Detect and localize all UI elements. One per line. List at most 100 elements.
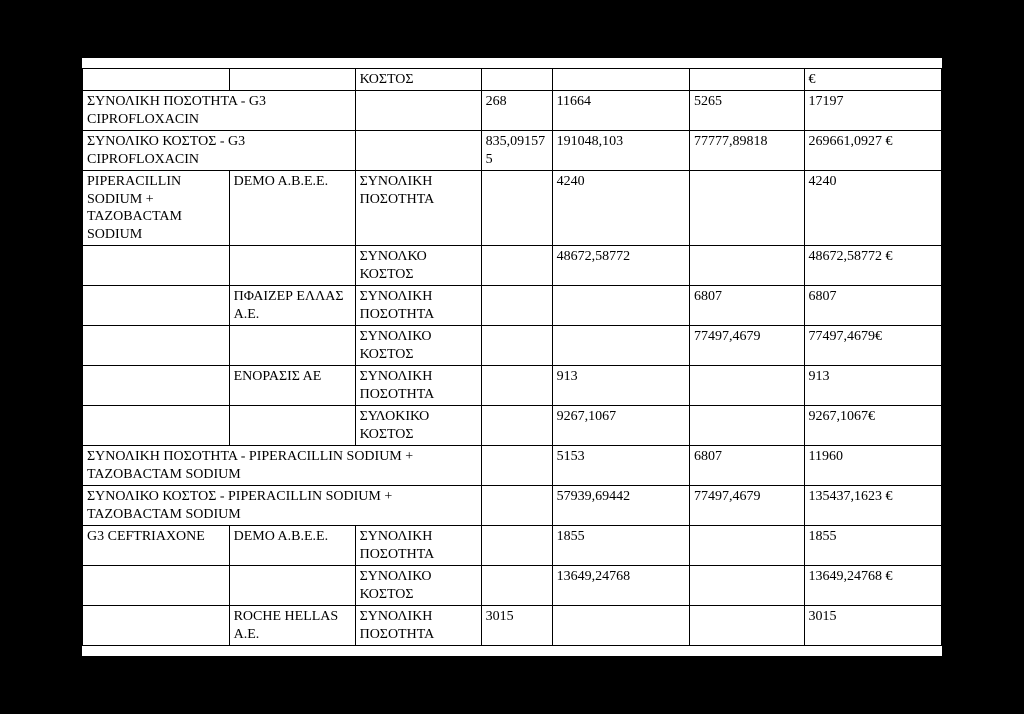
cell: ΣΥΝΟΛΙΚΗ ΠΟΣΟΤΗΤΑ xyxy=(355,606,481,646)
table-row: ΣΥΝΟΛΙΚΟ ΚΟΣΤΟΣ77497,467977497,4679€ xyxy=(83,326,942,366)
cell xyxy=(552,68,689,91)
cell: 48672,58772 xyxy=(552,246,689,286)
cell: 11664 xyxy=(552,91,689,131)
cell xyxy=(690,68,805,91)
cell: 835,091575 xyxy=(481,131,552,171)
cell: ΣΥΝΟΛΙΚΟ ΚΟΣΤΟΣ xyxy=(355,566,481,606)
cell: 48672,58772 € xyxy=(804,246,941,286)
cell xyxy=(83,406,230,446)
cell xyxy=(690,171,805,246)
cell xyxy=(481,446,552,486)
table-row: PIPERACILLIN SODIUM + TAZOBACTAM SODIUMD… xyxy=(83,171,942,246)
cell xyxy=(690,566,805,606)
cell: 1855 xyxy=(804,526,941,566)
table-row: ΣΥΝΟΛΚΟ ΚΟΣΤΟΣ 48672,58772 48672,58772 € xyxy=(83,246,942,286)
cell: ΣΥΝΟΛΙΚΟ ΚΟΣΤΟΣ xyxy=(355,326,481,366)
cell-merged: ΣΥΝΟΛΙΚΗ ΠΟΣΟΤΗΤΑ - PIPERACILLIN SODIUM … xyxy=(83,446,482,486)
table-row: ΣΥΝΟΛΙΚΗ ΠΟΣΟΤΗΤΑ - PIPERACILLIN SODIUM … xyxy=(83,446,942,486)
cell xyxy=(229,566,355,606)
cell: 77497,4679€ xyxy=(804,326,941,366)
cell-merged: ΣΥΝΟΛΙΚΟ ΚΟΣΤΟΣ - PIPERACILLIN SODIUM + … xyxy=(83,486,482,526)
cell xyxy=(690,246,805,286)
cell xyxy=(83,366,230,406)
cell: € xyxy=(804,68,941,91)
cell xyxy=(481,526,552,566)
cell: 17197 xyxy=(804,91,941,131)
cell xyxy=(552,286,689,326)
cell xyxy=(83,566,230,606)
cell: 9267,1067 xyxy=(552,406,689,446)
cell xyxy=(481,68,552,91)
cell xyxy=(552,326,689,366)
cell xyxy=(355,131,481,171)
cell xyxy=(481,566,552,606)
cell: 77497,4679 xyxy=(690,486,805,526)
cell: ΣΥΝΟΛΙΚΗ ΠΟΣΟΤΗΤΑ xyxy=(355,286,481,326)
cell: DEMO A.B.E.E. xyxy=(229,171,355,246)
cell-merged: ΣΥΝΟΛΙΚΗ ΠΟΣΟΤΗΤΑ - G3 CIPROFLOXACIN xyxy=(83,91,356,131)
cell: ΠΦΑΙΖΕΡ ΕΛΛΑΣ Α.Ε. xyxy=(229,286,355,326)
cell-merged: ΣΥΝΟΛΙΚΟ ΚΟΣΤΟΣ - G3 CIPROFLOXACIN xyxy=(83,131,356,171)
cell: 6807 xyxy=(804,286,941,326)
table-row: ΣΥΝΟΛΙΚΗ ΠΟΣΟΤΗΤΑ - G3 CIPROFLOXACIN2681… xyxy=(83,91,942,131)
cell: 3015 xyxy=(481,606,552,646)
cell xyxy=(83,68,230,91)
cell: 13649,24768 xyxy=(552,566,689,606)
cell xyxy=(481,326,552,366)
cell xyxy=(229,326,355,366)
cell xyxy=(83,606,230,646)
cell xyxy=(481,286,552,326)
cell: 5265 xyxy=(690,91,805,131)
cell: 1855 xyxy=(552,526,689,566)
table-row: ΕΝΟΡΑΣΙΣ ΑΕΣΥΝΟΛΙΚΗ ΠΟΣΟΤΗΤΑ 913 913 xyxy=(83,366,942,406)
cell: 913 xyxy=(552,366,689,406)
cell xyxy=(481,171,552,246)
table-row: ΣΥΝΟΛΙΚΟ ΚΟΣΤΟΣ - PIPERACILLIN SODIUM + … xyxy=(83,486,942,526)
cell: ΚΟΣΤΟΣ xyxy=(355,68,481,91)
cell: 6807 xyxy=(690,446,805,486)
cell xyxy=(355,91,481,131)
cell: ΣΥΛΟΚΙΚΟ ΚΟΣΤΟΣ xyxy=(355,406,481,446)
cell: 913 xyxy=(804,366,941,406)
cell: ΕΝΟΡΑΣΙΣ ΑΕ xyxy=(229,366,355,406)
cell xyxy=(229,406,355,446)
cell: 135437,1623 € xyxy=(804,486,941,526)
cell xyxy=(690,406,805,446)
cell: DEMO A.B.E.E. xyxy=(229,526,355,566)
cost-table: ΚΟΣΤΟΣ€ΣΥΝΟΛΙΚΗ ΠΟΣΟΤΗΤΑ - G3 CIPROFLOXA… xyxy=(82,68,942,647)
cell xyxy=(83,326,230,366)
cell: 5153 xyxy=(552,446,689,486)
document-page: ΚΟΣΤΟΣ€ΣΥΝΟΛΙΚΗ ΠΟΣΟΤΗΤΑ - G3 CIPROFLOXA… xyxy=(82,58,942,657)
cell xyxy=(229,68,355,91)
table-row: ΚΟΣΤΟΣ € xyxy=(83,68,942,91)
cell: 6807 xyxy=(690,286,805,326)
cell xyxy=(690,526,805,566)
cell: 9267,1067€ xyxy=(804,406,941,446)
cell: ΣΥΝΟΛΙΚΗ ΠΟΣΟΤΗΤΑ xyxy=(355,526,481,566)
cell: 77777,89818 xyxy=(690,131,805,171)
cell: PIPERACILLIN SODIUM + TAZOBACTAM SODIUM xyxy=(83,171,230,246)
cell: 4240 xyxy=(552,171,689,246)
cell: ΣΥΝΟΛΚΟ ΚΟΣΤΟΣ xyxy=(355,246,481,286)
cell xyxy=(83,246,230,286)
table-row: ΣΥΛΟΚΙΚΟ ΚΟΣΤΟΣ 9267,1067 9267,1067€ xyxy=(83,406,942,446)
cell xyxy=(481,366,552,406)
cell: ΣΥΝΟΛΙΚΗ ΠΟΣΟΤΗΤΑ xyxy=(355,366,481,406)
cell xyxy=(481,486,552,526)
table-row: ΣΥΝΟΛΙΚΟ ΚΟΣΤΟΣ13649,2476813649,24768 € xyxy=(83,566,942,606)
table-row: G3 CEFTRIAXONEDEMO A.B.E.E.ΣΥΝΟΛΙΚΗ ΠΟΣΟ… xyxy=(83,526,942,566)
cell: 269661,0927 € xyxy=(804,131,941,171)
cell: 4240 xyxy=(804,171,941,246)
cell: 3015 xyxy=(804,606,941,646)
cell xyxy=(229,246,355,286)
table-row: ΠΦΑΙΖΕΡ ΕΛΛΑΣ Α.Ε.ΣΥΝΟΛΙΚΗ ΠΟΣΟΤΗΤΑ 68076… xyxy=(83,286,942,326)
cell xyxy=(690,606,805,646)
table-row: ΣΥΝΟΛΙΚΟ ΚΟΣΤΟΣ - G3 CIPROFLOXACIN 835,09… xyxy=(83,131,942,171)
cell xyxy=(690,366,805,406)
cell xyxy=(481,246,552,286)
cell xyxy=(552,606,689,646)
cell: G3 CEFTRIAXONE xyxy=(83,526,230,566)
cell xyxy=(481,406,552,446)
cell: ROCHE HELLAS A.E. xyxy=(229,606,355,646)
cell: 191048,103 xyxy=(552,131,689,171)
